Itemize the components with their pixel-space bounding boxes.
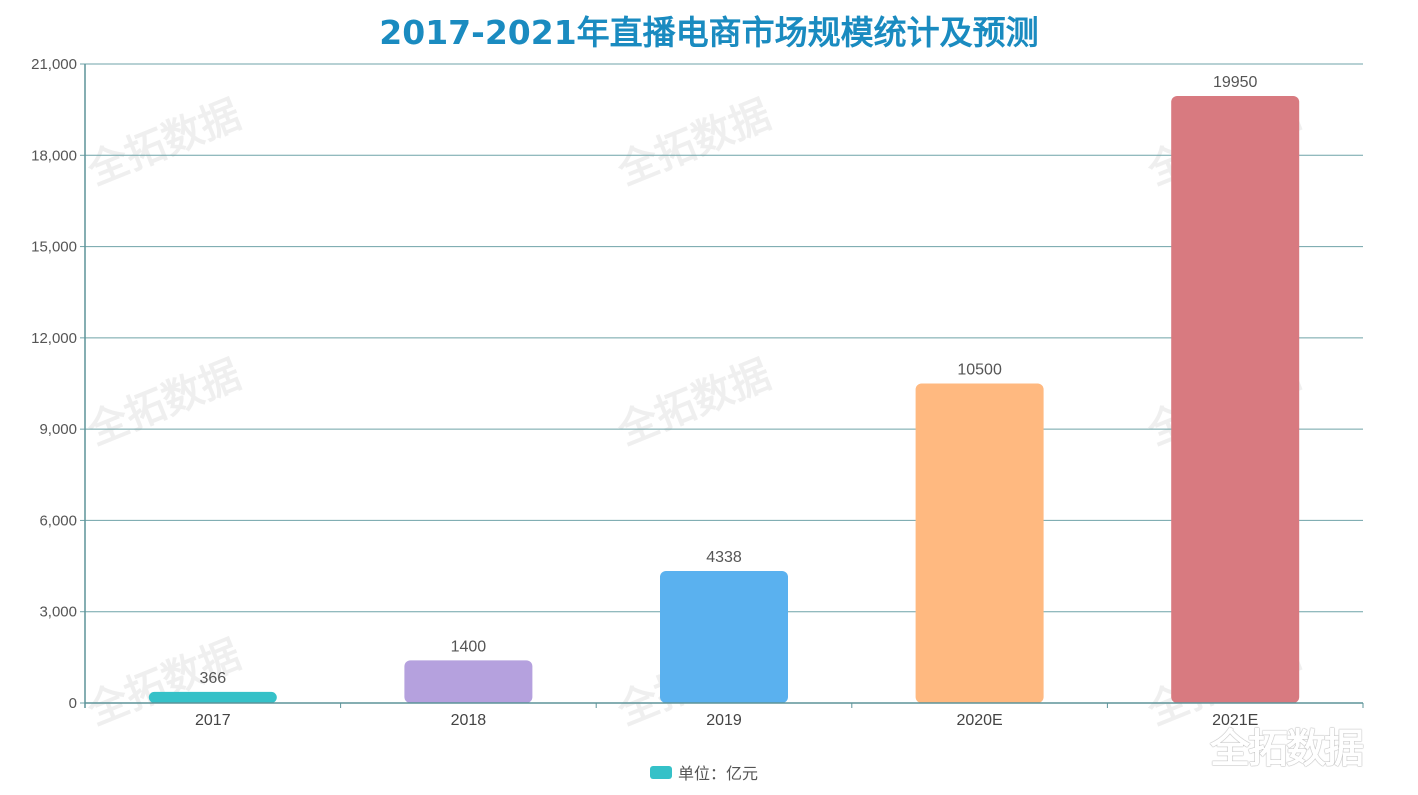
y-tick-label: 21,000 <box>31 56 77 73</box>
bar-value-label: 366 <box>199 670 226 687</box>
watermark-text: 全拓数据 <box>81 352 248 455</box>
axes: 2017 2018 2019 2020E 2021E <box>84 64 1364 729</box>
watermark-text: 全拓数据 <box>81 92 248 195</box>
y-tick-label: 18,000 <box>31 147 77 164</box>
legend[interactable]: 单位：亿元 <box>650 760 758 784</box>
y-tick-label: 12,000 <box>31 330 77 347</box>
x-tick-label: 2020E <box>956 712 1002 729</box>
bar-2020e[interactable] <box>915 383 1044 704</box>
bar-2018[interactable] <box>404 660 533 703</box>
y-tick-label: 9,000 <box>39 421 77 438</box>
bar-2019[interactable] <box>660 571 788 703</box>
bars: 366 1400 4338 10500 19950 <box>148 74 1300 704</box>
x-tick-label: 2019 <box>706 712 742 729</box>
corner-watermark: 全拓数据 <box>1210 726 1364 772</box>
watermark-text: 全拓数据 <box>611 92 778 195</box>
legend-label: 单位：亿元 <box>678 764 759 783</box>
bar-value-label: 4338 <box>706 549 742 566</box>
x-tick-label: 2017 <box>195 712 231 729</box>
x-tick-label: 2021E <box>1212 712 1258 729</box>
bar-2017[interactable] <box>148 691 277 703</box>
x-tick-label: 2018 <box>451 712 487 729</box>
legend-swatch <box>650 765 672 779</box>
y-tick-label: 6,000 <box>39 512 77 529</box>
y-tick-label: 3,000 <box>39 604 77 621</box>
watermark-text: 全拓数据 <box>611 352 778 455</box>
bar-value-label: 19950 <box>1213 74 1258 91</box>
y-tick-label: 15,000 <box>31 239 77 256</box>
y-tick-label: 0 <box>69 695 77 712</box>
bar-2021e[interactable] <box>1171 95 1300 703</box>
bar-value-label: 10500 <box>957 362 1002 379</box>
chart-title: 2017-2021年直播电商市场规模统计及预测 <box>379 13 1039 52</box>
bar-value-label: 1400 <box>451 638 487 655</box>
